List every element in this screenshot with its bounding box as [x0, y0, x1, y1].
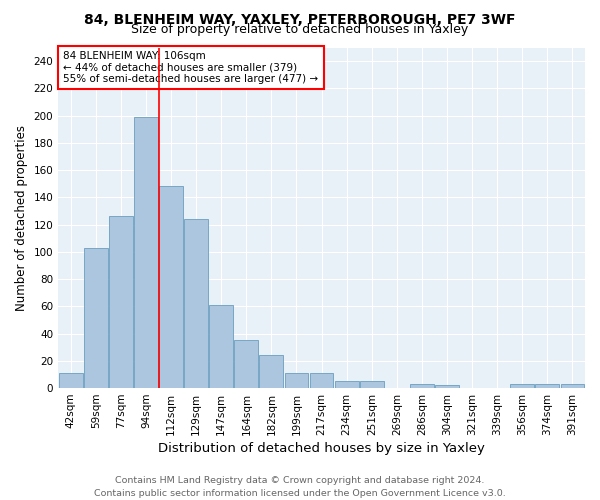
Bar [209, 305, 233, 388]
X-axis label: Distribution of detached houses by size in Yaxley: Distribution of detached houses by size … [158, 442, 485, 455]
Bar [511, 384, 534, 388]
Text: Contains HM Land Registry data © Crown copyright and database right 2024.
Contai: Contains HM Land Registry data © Crown c… [94, 476, 506, 498]
Bar [159, 186, 183, 388]
Bar [134, 117, 158, 388]
Bar [435, 386, 459, 388]
Bar [109, 216, 133, 388]
Bar [560, 384, 584, 388]
Bar [360, 382, 383, 388]
Y-axis label: Number of detached properties: Number of detached properties [15, 125, 28, 311]
Bar [235, 340, 258, 388]
Text: Size of property relative to detached houses in Yaxley: Size of property relative to detached ho… [131, 22, 469, 36]
Text: 84, BLENHEIM WAY, YAXLEY, PETERBOROUGH, PE7 3WF: 84, BLENHEIM WAY, YAXLEY, PETERBOROUGH, … [84, 12, 516, 26]
Bar [310, 373, 334, 388]
Text: 84 BLENHEIM WAY: 106sqm
← 44% of detached houses are smaller (379)
55% of semi-d: 84 BLENHEIM WAY: 106sqm ← 44% of detache… [64, 51, 319, 84]
Bar [335, 382, 359, 388]
Bar [84, 248, 108, 388]
Bar [59, 373, 83, 388]
Bar [535, 384, 559, 388]
Bar [184, 219, 208, 388]
Bar [259, 356, 283, 388]
Bar [284, 373, 308, 388]
Bar [410, 384, 434, 388]
